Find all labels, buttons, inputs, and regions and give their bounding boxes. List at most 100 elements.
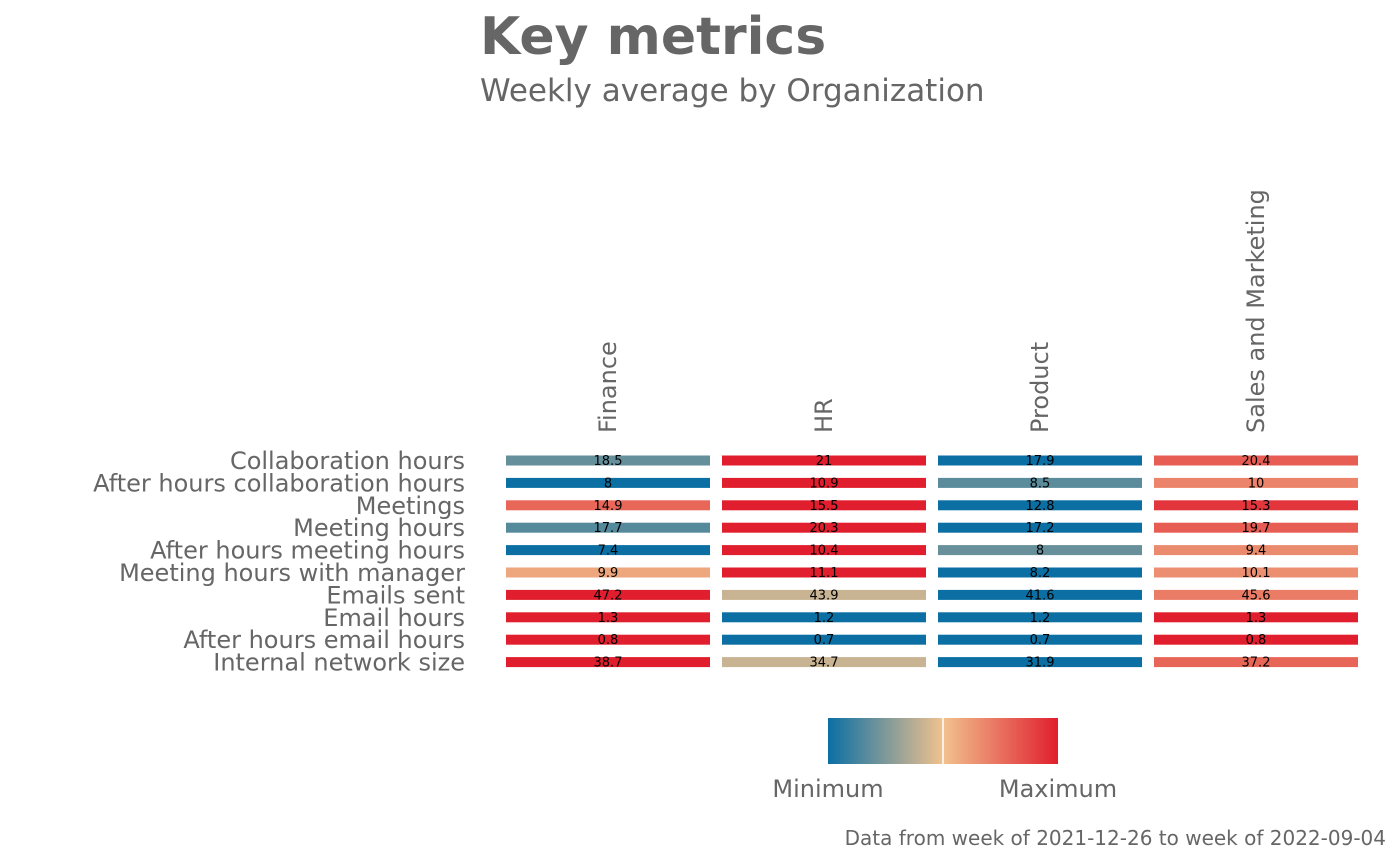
heatmap-cell	[722, 589, 926, 600]
cell-value-label: 21	[816, 454, 833, 469]
cell-value-label: 34.7	[810, 656, 839, 671]
heatmap-cell	[1154, 657, 1358, 668]
cell-value-label: 20.4	[1242, 454, 1271, 469]
cell-value-label: 1.2	[814, 611, 835, 626]
row-label-after-hours-meeting-hours: After hours meeting hours	[150, 537, 465, 565]
cell-value-label: 10.4	[810, 544, 839, 559]
heatmap-cell	[938, 589, 1142, 600]
cell-value-label: 20.3	[810, 521, 839, 536]
legend-min-label: Minimum	[772, 775, 883, 803]
cell-value-label: 43.9	[810, 588, 839, 603]
heatmap-cell	[506, 567, 710, 578]
cell-value-label: 1.3	[1246, 611, 1267, 626]
row-label-after-hours-collaboration-hours: After hours collaboration hours	[93, 469, 465, 497]
cell-value-label: 8.5	[1030, 476, 1051, 491]
heatmap-cell	[506, 657, 710, 668]
cell-value-label: 1.3	[598, 611, 619, 626]
cell-value-label: 19.7	[1242, 521, 1271, 536]
cell-value-label: 17.7	[594, 521, 623, 536]
cell-value-label: 38.7	[594, 656, 623, 671]
heatmap-cell	[722, 612, 926, 623]
heatmap-cell	[1154, 455, 1358, 466]
heatmap-cell	[506, 477, 710, 488]
chart-subtitle: Weekly average by Organization	[480, 73, 985, 109]
heatmap-cell	[1154, 612, 1358, 623]
cell-value-label: 10	[1248, 476, 1265, 491]
heatmap-cell	[722, 634, 926, 645]
cell-value-label: 17.9	[1026, 454, 1055, 469]
cell-value-label: 8	[1036, 544, 1044, 559]
heatmap-cell	[1154, 567, 1358, 578]
cell-value-label: 1.2	[1030, 611, 1051, 626]
heatmap-cell	[722, 455, 926, 466]
cell-value-label: 45.6	[1242, 588, 1271, 603]
cell-value-label: 9.4	[1246, 544, 1267, 559]
chart-caption: Data from week of 2021-12-26 to week of …	[844, 826, 1386, 850]
cell-value-label: 12.8	[1026, 499, 1055, 514]
cell-value-label: 8	[604, 476, 612, 491]
cell-value-label: 0.8	[598, 633, 619, 648]
heatmap-cell	[506, 589, 710, 600]
cell-value-label: 0.7	[1030, 633, 1051, 648]
heatmap-cell	[506, 522, 710, 533]
heatmap-cell	[938, 455, 1142, 466]
row-label-meetings: Meetings	[356, 492, 465, 520]
column-label-hr: HR	[810, 398, 838, 433]
row-label-collaboration-hours: Collaboration hours	[230, 447, 465, 475]
heatmap-cell	[938, 612, 1142, 623]
cell-value-label: 31.9	[1026, 656, 1055, 671]
cell-value-label: 15.3	[1242, 499, 1271, 514]
heatmap-cell	[722, 657, 926, 668]
heatmap-cell	[722, 522, 926, 533]
column-label-finance: Finance	[594, 341, 622, 433]
cell-value-label: 14.9	[594, 499, 623, 514]
heatmap-cell	[1154, 589, 1358, 600]
row-label-emails-sent: Emails sent	[326, 581, 465, 609]
cell-value-label: 41.6	[1026, 588, 1055, 603]
heatmap-cell	[506, 612, 710, 623]
cell-value-label: 8.2	[1030, 566, 1051, 581]
heatmap-cell	[1154, 522, 1358, 533]
column-label-sales-and-marketing: Sales and Marketing	[1242, 189, 1270, 433]
heatmap-cell	[938, 500, 1142, 511]
heatmap-cell	[1154, 477, 1358, 488]
chart-title: Key metrics	[480, 7, 827, 67]
cell-value-label: 15.5	[810, 499, 839, 514]
column-label-product: Product	[1026, 342, 1054, 433]
heatmap-cell	[1154, 500, 1358, 511]
heatmap-cells: 18.5 21 17.9 20.4 8 10.9 8.5 10 14.9 15.5 12.8 15.3…	[506, 454, 1358, 671]
row-label-internal-network-size: Internal network size	[213, 649, 465, 677]
cell-value-label: 47.2	[594, 588, 623, 603]
cell-value-label: 11.1	[810, 566, 839, 581]
heatmap-cell	[506, 500, 710, 511]
heatmap-cell	[506, 634, 710, 645]
cell-value-label: 0.8	[1246, 633, 1267, 648]
cell-value-label: 37.2	[1242, 656, 1271, 671]
cell-value-label: 18.5	[594, 454, 623, 469]
legend-max-label: Maximum	[999, 775, 1117, 803]
heatmap-cell	[722, 477, 926, 488]
row-label-email-hours: Email hours	[323, 604, 465, 632]
heatmap-cell	[506, 455, 710, 466]
heatmap-cell	[506, 545, 710, 556]
cell-value-label: 10.1	[1242, 566, 1271, 581]
cell-value-label: 7.4	[598, 544, 619, 559]
heatmap-cell	[722, 545, 926, 556]
row-label-after-hours-email-hours: After hours email hours	[183, 626, 465, 654]
color-legend: Minimum Maximum	[772, 718, 1117, 803]
cell-value-label: 0.7	[814, 633, 835, 648]
row-label-meeting-hours: Meeting hours	[293, 514, 465, 542]
heatmap-cell	[938, 567, 1142, 578]
row-label-meeting-hours-with-manager: Meeting hours with manager	[119, 559, 465, 587]
heatmap-cell	[1154, 545, 1358, 556]
heatmap-cell	[938, 545, 1142, 556]
heatmap-cell	[1154, 634, 1358, 645]
heatmap-cell	[722, 567, 926, 578]
heatmap-cell	[938, 657, 1142, 668]
heatmap-cell	[722, 500, 926, 511]
heatmap-cell	[938, 477, 1142, 488]
cell-value-label: 10.9	[810, 476, 839, 491]
heatmap-cell	[938, 522, 1142, 533]
